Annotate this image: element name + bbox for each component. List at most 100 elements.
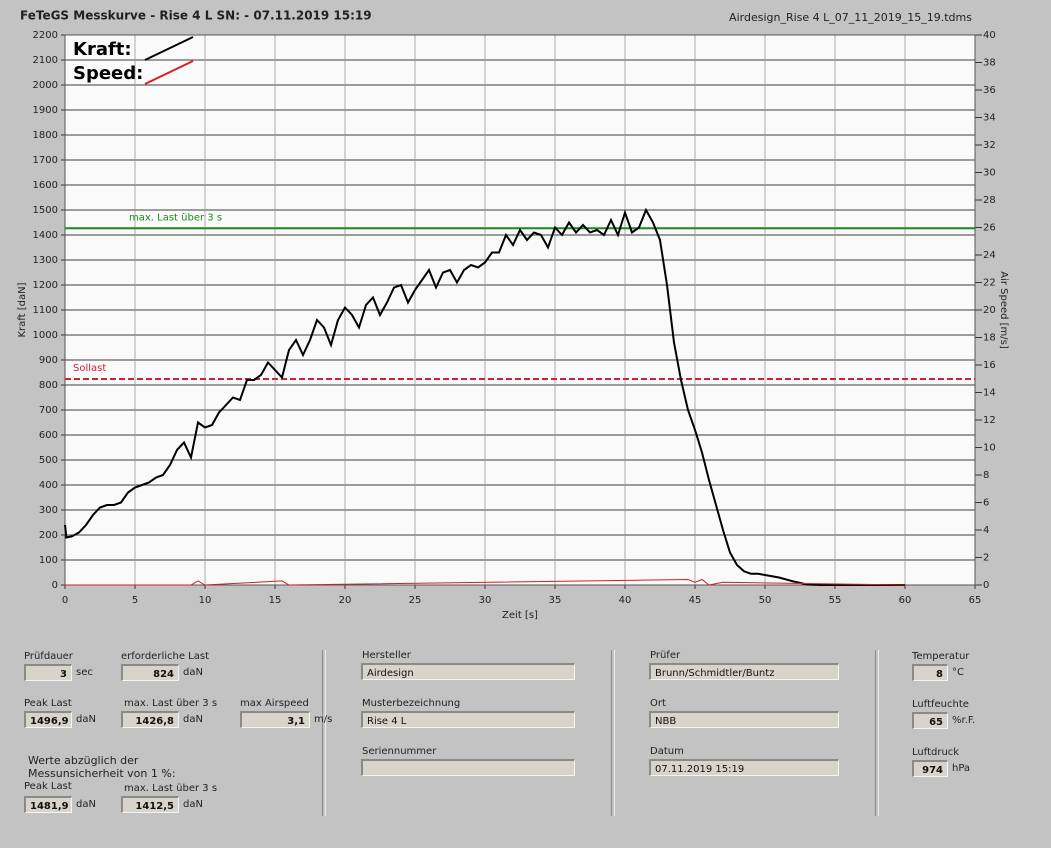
y2-tick-label: 22 [983,278,996,289]
note: Werte abzüglich der [28,754,139,767]
field-unit: daN [76,799,96,810]
y-tick-label: 100 [39,555,58,566]
field-value: 824 [121,664,179,681]
note: Messunsicherheit von 1 %: [28,767,176,780]
y-tick-label: 1500 [33,205,58,216]
field-label: Prüfdauer [24,651,73,662]
y-tick-label: 700 [39,405,58,416]
field-label: Ort [650,698,666,709]
y2-tick-label: 30 [983,168,996,179]
x-tick-label: 15 [269,595,282,606]
y-tick-label: 2200 [33,30,58,41]
field-value [361,759,575,776]
x-tick-label: 50 [759,595,772,606]
field-value: Brunn/Schmidtler/Buntz [649,663,839,680]
x-tick-label: 55 [829,595,842,606]
separator [875,650,879,816]
field-unit: sec [76,667,93,678]
field-unit: daN [183,799,203,810]
field-label: max Airspeed [240,698,309,709]
legend-swatch [144,60,194,85]
y-tick-label: 2000 [33,80,58,91]
y-tick-label: 1900 [33,105,58,116]
field-label: Luftdruck [912,747,960,758]
legend-label: Speed: [73,63,143,84]
y-tick-label: 2100 [33,55,58,66]
x-tick-label: 0 [62,595,68,606]
y-tick-label: 800 [39,380,58,391]
y-tick-label: 1000 [33,330,58,341]
field-value: Airdesign [361,663,575,680]
y2-tick-label: 10 [983,443,996,454]
y-tick-label: 1800 [33,130,58,141]
field-unit: %r.F. [952,715,976,726]
field-label: max. Last über 3 s [124,783,218,794]
plot-frame [64,34,976,586]
x-tick-label: 5 [132,595,138,606]
window-title: FeTeGS Messkurve - Rise 4 L SN: - 07.11.… [20,9,372,23]
y2-tick-label: 24 [983,250,996,261]
y-tick-label: 200 [39,530,58,541]
field-value: 65 [912,712,948,729]
y2-tick-label: 20 [983,305,996,316]
reference-label: Sollast [73,363,106,374]
y-tick-label: 1600 [33,180,58,191]
separator [611,650,615,816]
y-tick-label: 1200 [33,280,58,291]
field-label: Luftfeuchte [912,699,969,710]
field-label: Temperatur [912,651,970,662]
legend-swatch [144,36,194,61]
reference-label: max. Last über 3 s [129,212,222,223]
field-unit: daN [183,714,203,725]
y2-tick-label: 18 [983,333,996,344]
y2-tick-label: 2 [983,553,989,564]
y2-tick-label: 34 [983,113,996,124]
x-tick-label: 30 [479,595,492,606]
legend-label: Kraft: [73,39,132,60]
field-label: Musterbezeichnung [362,698,461,709]
field-value: 1426,8 [121,711,179,728]
y2-tick-label: 32 [983,140,996,151]
y2-tick-label: 6 [983,498,989,509]
separator [322,650,326,816]
field-value: Rise 4 L [361,711,575,728]
x-tick-label: 60 [899,595,912,606]
field-label: Prüfer [650,650,681,661]
y-tick-label: 400 [39,480,58,491]
x-tick-label: 45 [689,595,702,606]
y2-tick-label: 28 [983,195,996,206]
field-unit: daN [76,714,96,725]
x-tick-label: 10 [199,595,212,606]
data-line [64,207,905,586]
y2-tick-label: 14 [983,388,996,399]
data-line [65,578,906,586]
field-value: 3,1 [240,711,310,728]
y2-tick-label: 0 [983,580,989,591]
field-value: NBB [649,711,839,728]
field-label: Seriennummer [362,746,437,757]
field-value: 8 [912,664,948,681]
field-label: max. Last über 3 s [124,698,218,709]
field-unit: m/s [314,714,333,725]
field-unit: °C [952,667,964,678]
x-tick-label: 65 [969,595,982,606]
field-value: 07.11.2019 15:19 [649,759,839,776]
field-label: erforderliche Last [121,651,210,662]
field-value: 3 [24,664,72,681]
field-unit: daN [183,667,203,678]
y2-tick-label: 26 [983,223,996,234]
y2-tick-label: 40 [983,30,996,41]
x-axis-label: Zeit [s] [502,610,538,621]
field-label: Peak Last [24,698,72,709]
y2-tick-label: 4 [983,525,989,536]
y-tick-label: 1300 [33,255,58,266]
x-tick-label: 40 [619,595,632,606]
x-tick-label: 35 [549,595,562,606]
y-tick-label: 300 [39,505,58,516]
field-value: 974 [912,760,948,777]
field-label: Datum [650,746,684,757]
y2-tick-label: 38 [983,58,996,69]
y2-tick-label: 36 [983,85,996,96]
y-tick-label: 600 [39,430,58,441]
field-value: 1481,9 [24,796,72,813]
